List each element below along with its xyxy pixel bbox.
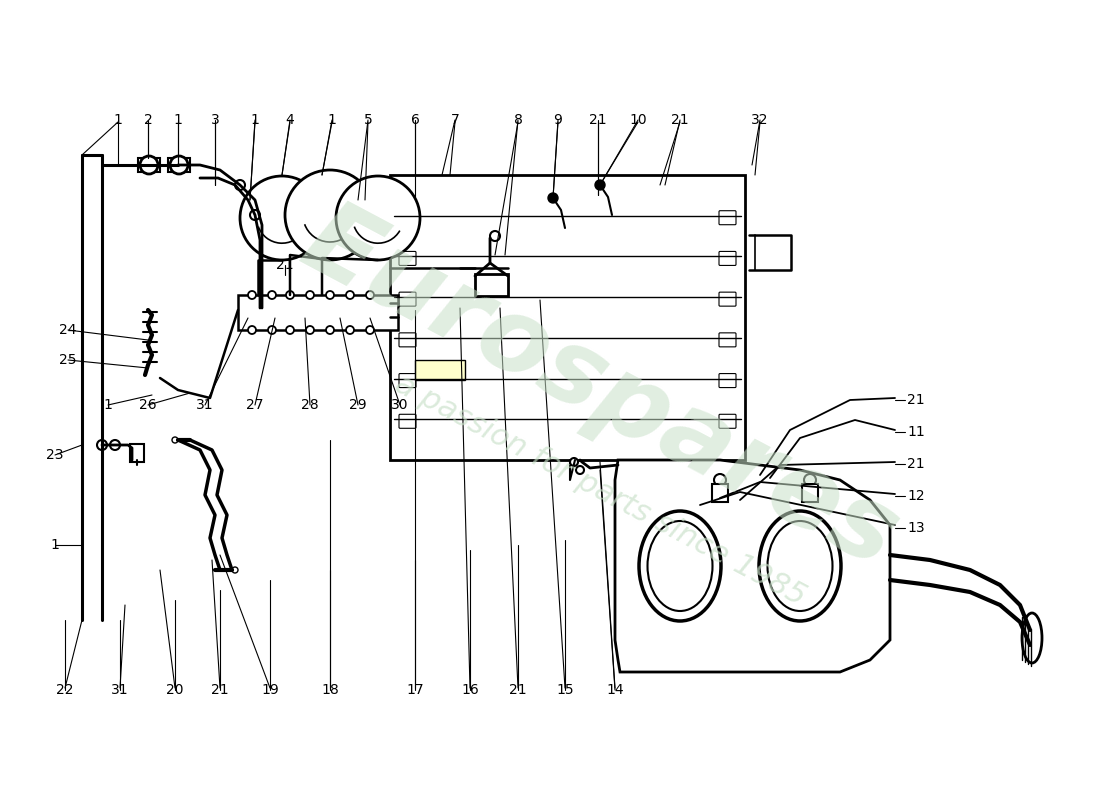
Text: 31: 31	[111, 683, 129, 697]
Text: 30: 30	[392, 398, 409, 412]
Text: 9: 9	[553, 113, 562, 127]
Text: 21: 21	[590, 113, 607, 127]
Text: 12: 12	[908, 489, 925, 503]
Circle shape	[570, 458, 578, 466]
Text: 10: 10	[629, 113, 647, 127]
Text: 1: 1	[51, 538, 59, 552]
Circle shape	[346, 326, 354, 334]
Text: 1: 1	[103, 398, 112, 412]
Text: 15: 15	[557, 683, 574, 697]
Circle shape	[326, 326, 334, 334]
Circle shape	[235, 180, 245, 190]
Circle shape	[346, 291, 354, 299]
Text: 26: 26	[140, 398, 157, 412]
Circle shape	[336, 176, 420, 260]
Text: a passion for parts since 1985: a passion for parts since 1985	[389, 369, 811, 611]
Text: 20: 20	[166, 683, 184, 697]
Circle shape	[286, 291, 294, 299]
Circle shape	[326, 291, 334, 299]
Text: 1: 1	[113, 113, 122, 127]
Circle shape	[366, 326, 374, 334]
FancyBboxPatch shape	[415, 360, 465, 380]
Circle shape	[285, 170, 375, 260]
FancyBboxPatch shape	[390, 175, 745, 460]
Text: 19: 19	[261, 683, 279, 697]
Circle shape	[714, 474, 726, 486]
Text: 24: 24	[59, 323, 77, 337]
Bar	[152, 158, 160, 172]
Circle shape	[240, 176, 324, 260]
Circle shape	[248, 326, 256, 334]
Circle shape	[97, 440, 107, 450]
Text: 18: 18	[321, 683, 339, 697]
Text: 21: 21	[908, 457, 925, 471]
Bar	[168, 158, 176, 172]
Text: 21: 21	[276, 258, 294, 272]
Circle shape	[595, 180, 605, 190]
Circle shape	[248, 291, 256, 299]
Circle shape	[306, 326, 313, 334]
Text: 27: 27	[246, 398, 264, 412]
Text: 11: 11	[908, 425, 925, 439]
Circle shape	[366, 291, 374, 299]
Text: 7: 7	[451, 113, 460, 127]
Text: 1: 1	[328, 113, 337, 127]
Text: 28: 28	[301, 398, 319, 412]
Bar	[182, 158, 190, 172]
Text: 25: 25	[59, 353, 77, 367]
Bar	[130, 444, 144, 462]
Circle shape	[140, 156, 158, 174]
Text: 22: 22	[56, 683, 74, 697]
Bar	[802, 484, 818, 502]
Circle shape	[268, 291, 276, 299]
Text: 1: 1	[251, 113, 260, 127]
Text: 23: 23	[46, 448, 64, 462]
Ellipse shape	[639, 511, 720, 621]
Text: 16: 16	[461, 683, 478, 697]
Text: 21: 21	[509, 683, 527, 697]
Bar	[138, 158, 146, 172]
Text: 21: 21	[671, 113, 689, 127]
Text: 6: 6	[410, 113, 419, 127]
Circle shape	[306, 291, 313, 299]
Circle shape	[250, 210, 260, 220]
Text: 29: 29	[349, 398, 366, 412]
Ellipse shape	[759, 511, 842, 621]
Ellipse shape	[1022, 613, 1042, 663]
Text: 5: 5	[364, 113, 373, 127]
Circle shape	[490, 231, 500, 241]
Circle shape	[576, 466, 584, 474]
Text: 21: 21	[908, 393, 925, 407]
Text: 17: 17	[406, 683, 424, 697]
Text: 2: 2	[144, 113, 153, 127]
Text: 1: 1	[174, 113, 183, 127]
Circle shape	[268, 326, 276, 334]
Polygon shape	[615, 460, 890, 672]
Circle shape	[170, 156, 188, 174]
Circle shape	[804, 474, 816, 486]
Text: 21: 21	[211, 683, 229, 697]
Text: Eurospares: Eurospares	[285, 190, 914, 590]
Circle shape	[548, 193, 558, 203]
Text: 8: 8	[514, 113, 522, 127]
Text: 3: 3	[210, 113, 219, 127]
Text: 31: 31	[196, 398, 213, 412]
Text: 4: 4	[286, 113, 295, 127]
Bar	[712, 484, 728, 502]
Text: 13: 13	[908, 521, 925, 535]
Circle shape	[232, 567, 238, 573]
Circle shape	[286, 326, 294, 334]
Circle shape	[172, 437, 178, 443]
Circle shape	[110, 440, 120, 450]
Bar	[475, 274, 508, 296]
Text: 14: 14	[606, 683, 624, 697]
Text: 32: 32	[751, 113, 769, 127]
Bar	[238, 295, 398, 330]
